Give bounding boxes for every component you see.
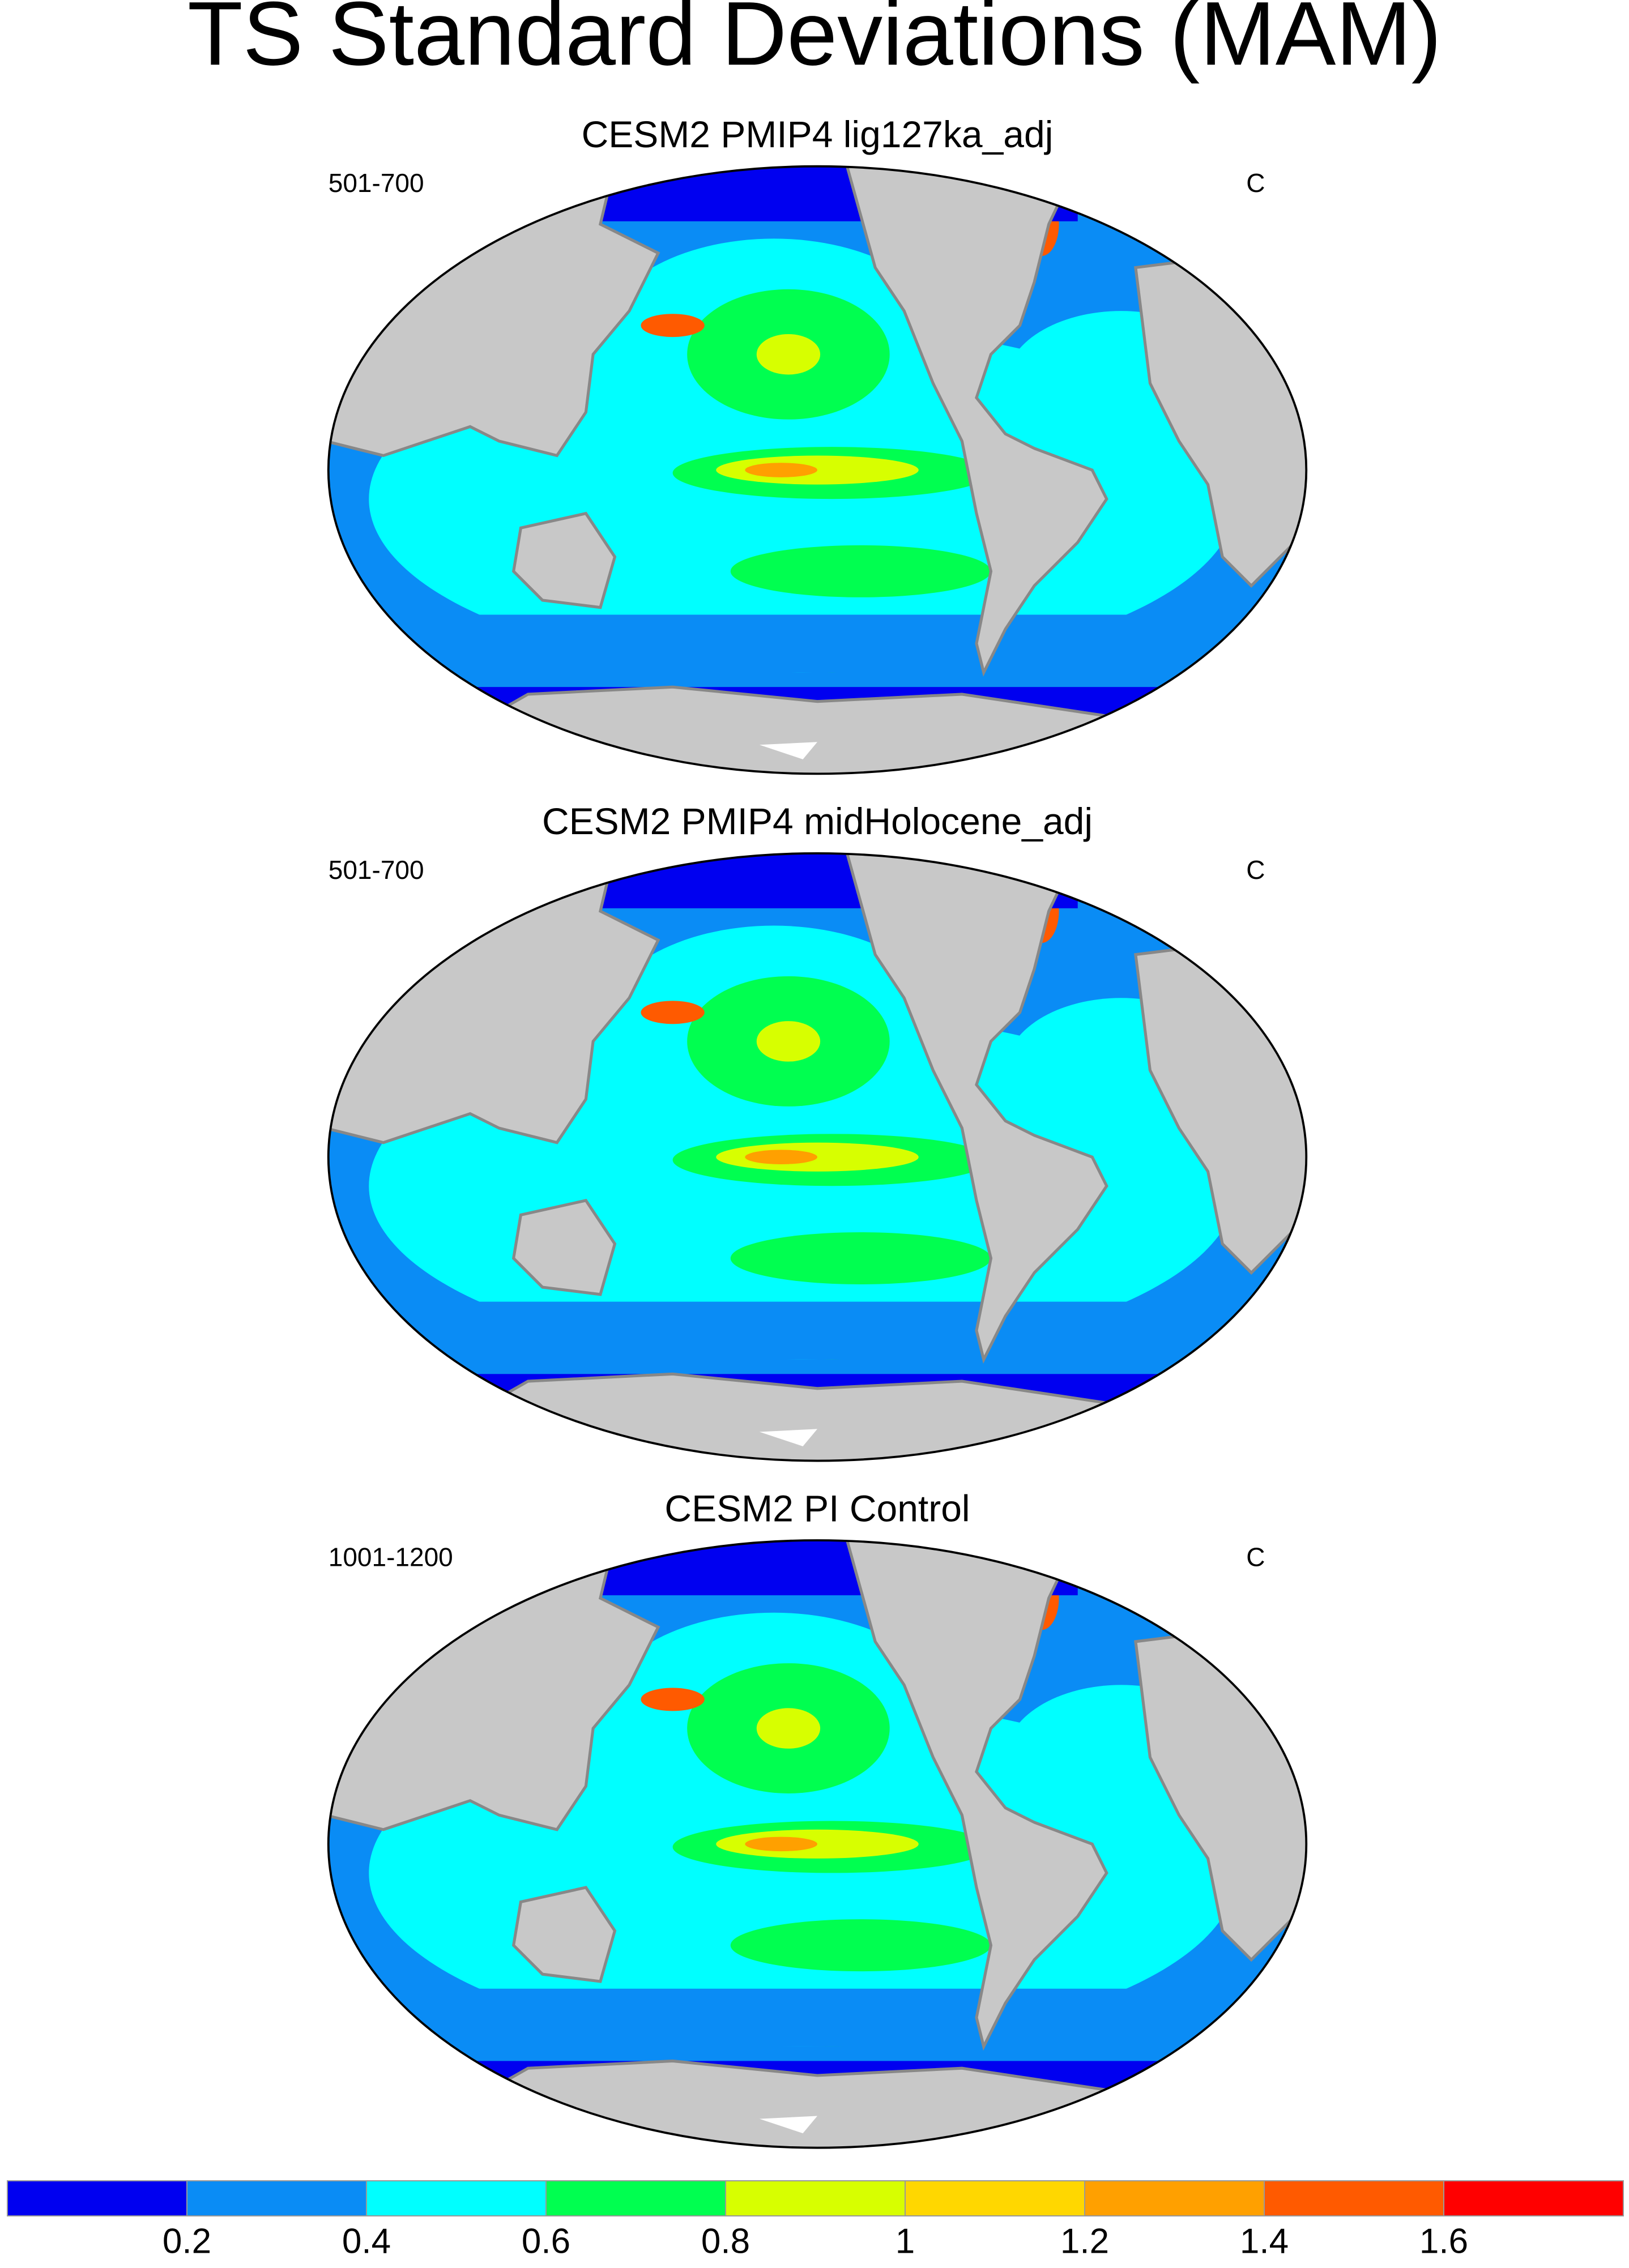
map <box>326 164 1310 777</box>
colorbar-box <box>186 2180 367 2216</box>
colorbar-box <box>7 2180 187 2216</box>
panel-title: CESM2 PMIP4 lig127ka_adj <box>582 113 1054 155</box>
colorbar-label: 0.2 <box>163 2222 211 2261</box>
colorbar-label: 1.4 <box>1240 2222 1289 2261</box>
right-string: C <box>1246 855 1265 885</box>
right-string: C <box>1246 1542 1265 1571</box>
colorbar-box <box>905 2180 1085 2216</box>
colorbar-box <box>1084 2180 1265 2216</box>
colorbar-label: 0.6 <box>522 2222 570 2261</box>
colorbar-box <box>366 2180 547 2216</box>
map <box>326 851 1310 1464</box>
map <box>326 1537 1310 2151</box>
right-string: C <box>1246 168 1265 198</box>
colorbar-box <box>1443 2180 1624 2216</box>
panel-title: CESM2 PMIP4 midHolocene_adj <box>542 800 1093 842</box>
left-string: 1001-1200 <box>329 1542 453 1571</box>
left-string: 501-700 <box>329 168 424 198</box>
colorbar-label: 1 <box>895 2222 915 2261</box>
left-string: 501-700 <box>329 855 424 885</box>
colorbar-label: 0.8 <box>701 2222 750 2261</box>
figure-title: TS Standard Deviations (MAM) <box>187 0 1442 84</box>
colorbar-box <box>545 2180 726 2216</box>
colorbar-label: 1.2 <box>1060 2222 1109 2261</box>
colorbar-box <box>725 2180 906 2216</box>
panel-title: CESM2 PI Control <box>664 1487 970 1529</box>
colorbar-box <box>1264 2180 1444 2216</box>
colorbar-label: 1.6 <box>1419 2222 1468 2261</box>
colorbar-label: 0.4 <box>342 2222 391 2261</box>
